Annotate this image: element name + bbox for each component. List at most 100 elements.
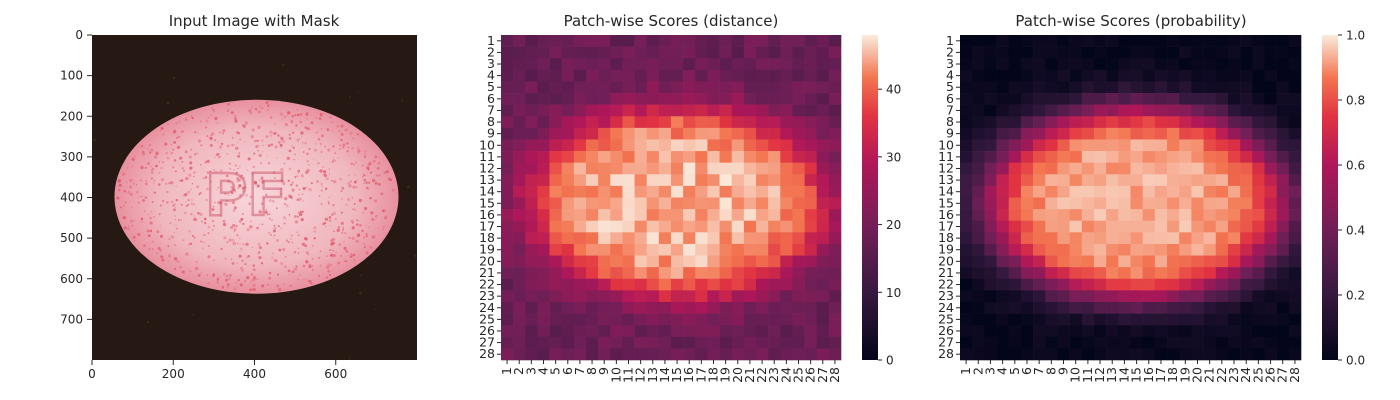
pill-speck xyxy=(281,118,283,120)
heatmap-cell xyxy=(743,267,757,280)
heatmap-cell xyxy=(1264,197,1277,210)
pill-speck xyxy=(168,181,171,185)
pill-speck xyxy=(363,206,368,211)
pill-speck xyxy=(279,187,283,191)
heatmap-cell xyxy=(768,278,781,291)
y-tick-label: 11 xyxy=(479,149,495,164)
heatmap-cell xyxy=(1142,174,1156,187)
pill-speck xyxy=(279,143,283,147)
y-tick-label: 15 xyxy=(479,195,495,210)
heatmap-cell xyxy=(768,35,781,47)
heatmap-cell xyxy=(683,174,696,187)
heatmap-cell xyxy=(972,35,985,47)
heatmap-cell xyxy=(996,69,1010,82)
heatmap-cell xyxy=(792,267,805,280)
heatmap-cell xyxy=(646,325,660,338)
heatmap-cell xyxy=(1154,348,1168,361)
heatmap-cell xyxy=(634,197,648,210)
heatmap-cell xyxy=(731,325,745,338)
heatmap-cell xyxy=(525,162,538,175)
heatmap-cell xyxy=(1167,46,1180,59)
pill-speck xyxy=(233,169,235,171)
heatmap-cell xyxy=(1191,278,1204,291)
pill-speck xyxy=(142,199,145,202)
pill-speck xyxy=(331,129,334,132)
heatmap-cell xyxy=(996,348,1010,361)
pill-speck xyxy=(268,213,271,216)
heatmap-cell xyxy=(1288,336,1302,349)
heatmap-cell xyxy=(610,81,623,94)
heatmap-cell xyxy=(1276,325,1290,338)
heatmap-cell xyxy=(1252,162,1265,175)
pill-speck xyxy=(254,180,257,184)
heatmap-cell xyxy=(707,185,720,198)
pill-speck xyxy=(215,170,218,173)
pill-speck xyxy=(267,144,271,147)
heatmap-cell xyxy=(707,58,720,71)
heatmap-cell xyxy=(792,197,805,210)
heatmap-cell xyxy=(634,174,648,187)
probability-heatmap: 1234567891011121314151617181920212223242… xyxy=(938,33,1302,383)
pill-speck xyxy=(214,116,218,121)
heatmap-cell xyxy=(658,162,672,175)
x-tick-label: 28 xyxy=(1287,367,1302,383)
heatmap-cell xyxy=(1130,46,1143,59)
pill-speck xyxy=(307,253,310,256)
pill-speck xyxy=(296,198,299,202)
heatmap-cell xyxy=(1240,290,1253,303)
heatmap-cell xyxy=(731,232,745,245)
heatmap-cell xyxy=(1142,325,1156,338)
heatmap-cell xyxy=(780,93,793,105)
heatmap-cell xyxy=(1020,162,1034,175)
pill-speck xyxy=(150,165,153,168)
heatmap-cell xyxy=(683,139,696,152)
heatmap-cell xyxy=(561,336,575,349)
pill-speck xyxy=(370,217,374,221)
heatmap-cell xyxy=(598,93,611,105)
pill-speck xyxy=(285,204,289,208)
x-tick-label: 7 xyxy=(572,367,587,375)
pill-speck xyxy=(258,223,261,225)
heatmap-cell xyxy=(1179,278,1192,291)
heatmap-cell xyxy=(586,46,599,59)
heatmap-cell xyxy=(1020,185,1034,198)
heatmap-cell xyxy=(1093,93,1107,105)
heatmap-cell xyxy=(1191,104,1204,117)
pill-speck xyxy=(374,199,378,203)
heatmap-cell xyxy=(610,220,623,233)
heatmap-cell xyxy=(1252,81,1265,94)
heatmap-cell xyxy=(658,174,672,187)
heatmap-cell xyxy=(1240,81,1253,94)
heatmap-cell xyxy=(1203,301,1217,314)
heatmap-cell xyxy=(1179,35,1192,47)
heatmap-cell xyxy=(1045,232,1058,245)
heatmap-cell xyxy=(622,348,635,361)
pill-speck xyxy=(131,224,134,227)
heatmap-cell xyxy=(1142,139,1156,152)
heatmap-cell xyxy=(1069,336,1083,349)
pill-speck xyxy=(272,229,276,233)
pill-speck xyxy=(297,278,300,281)
heatmap-cell xyxy=(1154,185,1168,198)
pill-speck xyxy=(305,260,309,264)
heatmap-cell xyxy=(1045,35,1058,47)
heatmap-cell xyxy=(1264,139,1277,152)
heatmap-cell xyxy=(1252,220,1265,233)
background-speck xyxy=(166,101,170,105)
heatmap-cell xyxy=(1033,325,1046,338)
heatmap-cell xyxy=(1154,255,1168,268)
pill-speck xyxy=(382,210,384,213)
heatmap-cell xyxy=(1264,69,1277,82)
heatmap-cell xyxy=(671,127,684,140)
heatmap-cell xyxy=(1264,104,1277,117)
pill-speck xyxy=(291,234,293,237)
heatmap-cell xyxy=(1154,127,1168,140)
heatmap-cell xyxy=(1106,151,1119,163)
background-speck xyxy=(357,90,360,92)
y-tick-label: 13 xyxy=(938,172,954,187)
heatmap-cell xyxy=(1069,162,1083,175)
heatmap-cell xyxy=(1215,127,1229,140)
pill-speck xyxy=(267,161,271,165)
heatmap-cell xyxy=(561,46,575,59)
heatmap-cell xyxy=(1081,267,1095,280)
